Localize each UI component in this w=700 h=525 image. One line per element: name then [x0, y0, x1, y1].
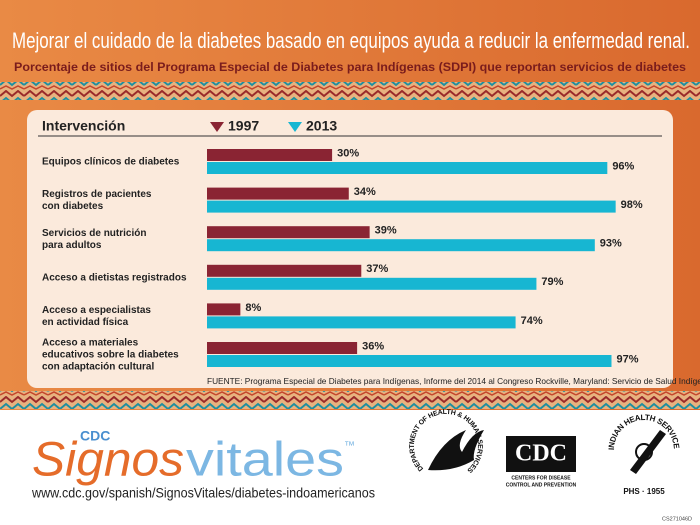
value-label: 8% — [245, 302, 261, 314]
bar — [207, 355, 612, 367]
category-label: en actividad física — [42, 317, 129, 328]
legend-swatch — [288, 122, 302, 132]
bar — [207, 162, 608, 174]
brand-part1: Signos — [32, 434, 184, 487]
value-label: 96% — [612, 160, 634, 172]
border-band — [0, 391, 700, 409]
bar — [207, 316, 516, 329]
trademark: ™ — [344, 440, 355, 452]
border-band — [0, 82, 700, 100]
cdc-logo-text: CDC — [515, 441, 567, 467]
bar — [207, 149, 333, 161]
category-label: Servicios de nutrición — [42, 228, 146, 239]
bar — [207, 277, 537, 290]
subtitle: Porcentaje de sitios del Programa Especi… — [14, 62, 686, 74]
category-label: Acceso a dietistas registrados — [42, 272, 187, 283]
source: FUENTE: Programa Especial de Diabetes pa… — [207, 376, 700, 386]
cdc-logo: CDC CENTERS FOR DISEASE CONTROL AND PREV… — [506, 436, 577, 488]
category-header: Intervención — [42, 118, 125, 134]
ihs-bottom: PHS · 1955 — [623, 487, 665, 496]
legend-swatch — [210, 122, 224, 132]
bar — [207, 226, 370, 239]
value-label: 39% — [375, 225, 397, 237]
category-label: con adaptación cultural — [42, 362, 154, 373]
bar — [207, 187, 349, 200]
category-label: con diabetes — [42, 201, 104, 212]
title: Mejorar el cuidado de la diabetes basado… — [12, 28, 690, 53]
value-label: 79% — [541, 276, 563, 288]
bar — [207, 342, 358, 354]
brand-part2: vitales — [186, 434, 344, 487]
code: CS271046D — [662, 516, 692, 522]
bar — [207, 200, 616, 213]
bar — [207, 303, 241, 316]
value-label: 93% — [600, 238, 622, 250]
value-label: 36% — [362, 340, 384, 352]
legend-label: 2013 — [306, 118, 337, 134]
category-label: Registros de pacientes — [42, 189, 152, 200]
url: www.cdc.gov/spanish/SignosVitales/diabet… — [31, 485, 375, 501]
value-label: 98% — [621, 199, 643, 211]
legend-label: 1997 — [228, 118, 259, 134]
category-label: Acceso a materiales — [42, 338, 139, 349]
category-label: Acceso a especialistas — [42, 305, 151, 316]
bar — [207, 239, 595, 252]
cdc-logo-line: CONTROL AND PREVENTION — [506, 482, 577, 488]
value-label: 34% — [354, 186, 376, 198]
value-label: 30% — [337, 147, 359, 159]
cdc-logo-line: CENTERS FOR DISEASE — [511, 475, 571, 481]
value-label: 74% — [521, 315, 543, 327]
brand-small: CDC — [80, 428, 110, 444]
category-label: educativos sobre la diabetes — [42, 350, 179, 361]
value-label: 97% — [616, 353, 638, 365]
footer-background — [0, 410, 700, 525]
value-label: 37% — [366, 263, 388, 275]
category-label: Equipos clínicos de diabetes — [42, 157, 180, 168]
bar — [207, 264, 362, 277]
category-label: para adultos — [42, 240, 102, 251]
